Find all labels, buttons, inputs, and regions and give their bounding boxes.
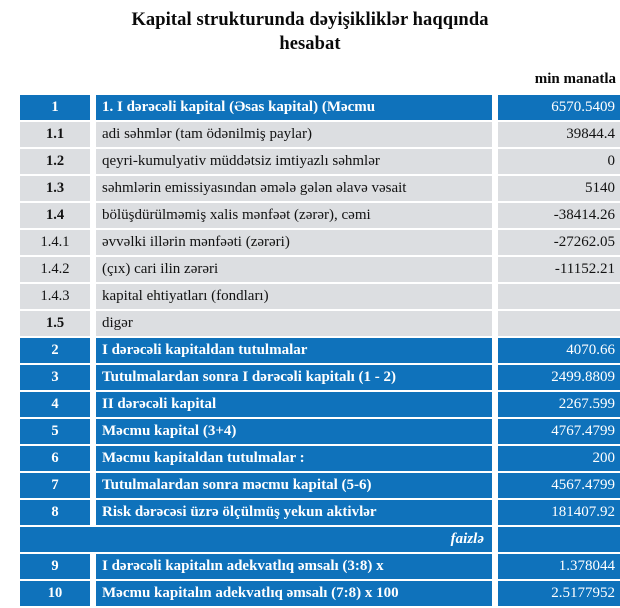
table-row: 1.2 qeyri-kumulyativ müddətsiz imtiyazlı …	[20, 149, 620, 174]
table-cell-value: 200	[498, 446, 620, 471]
table-row: 1 1. I dərəcəli kapital (Əsas kapital) (M…	[20, 95, 620, 120]
table-cell-value: 2.5177952	[498, 581, 620, 606]
table-cell-value: 5140	[498, 176, 620, 201]
table-cell-number: 3	[20, 365, 90, 390]
table-cell-value: -27262.05	[498, 230, 620, 255]
table-row: 1.1 adi səhmlər (tam ödənilmiş paylar) 398…	[20, 122, 620, 147]
table-cell-label: Məcmu kapitaldan tutulmalar :	[96, 446, 492, 471]
table-row: faizlə	[20, 527, 620, 552]
table-cell-label: qeyri-kumulyativ müddətsiz imtiyazlı səh…	[96, 149, 492, 174]
page-title-line-2: hesabat	[279, 34, 341, 54]
table-cell-value	[498, 284, 620, 309]
table-cell-label: səhmlərin emissiyasından əmələ gələn əla…	[96, 176, 492, 201]
table-cell-number: 10	[20, 581, 90, 606]
table-cell-number: 2	[20, 338, 90, 363]
table-cell-number: 1.1	[20, 122, 90, 147]
table-cell-label: Tutulmalardan sonra I dərəcəli kapitalı …	[96, 365, 492, 390]
table-cell-label: adi səhmlər (tam ödənilmiş paylar)	[96, 122, 492, 147]
table-cell-number: 1.4.1	[20, 230, 90, 255]
table-cell-label: 1. I dərəcəli kapital (Əsas kapital) (Mə…	[96, 95, 492, 120]
page-title-line-1: Kapital strukturunda dəyişikliklər haqqı…	[131, 10, 489, 30]
table-cell-number: 7	[20, 473, 90, 498]
table-cell-number: 1.3	[20, 176, 90, 201]
table-cell-number: 4	[20, 392, 90, 417]
table-row: 3 Tutulmalardan sonra I dərəcəli kapitalı…	[20, 365, 620, 390]
table-cell-label: Tutulmalardan sonra məcmu kapital (5-6)	[96, 473, 492, 498]
table-cell-value: 2267.599	[498, 392, 620, 417]
table-cell-number: 1.5	[20, 311, 90, 336]
table-cell-label: bölüşdürülməmiş xalis mənfəət (zərər), c…	[96, 203, 492, 228]
table-cell-value: -38414.26	[498, 203, 620, 228]
table-cell-value	[498, 527, 620, 552]
capital-structure-table: 1 1. I dərəcəli kapital (Əsas kapital) (M…	[20, 95, 620, 608]
table-cell-value: 4070.66	[498, 338, 620, 363]
table-row: 5 Məcmu kapital (3+4) 4767.4799	[20, 419, 620, 444]
table-cell-value: 2499.8809	[498, 365, 620, 390]
table-cell-value: 181407.92	[498, 500, 620, 525]
table-cell-label: əvvəlki illərin mənfəəti (zərəri)	[96, 230, 492, 255]
table-row: 1.4.3 kapital ehtiyatları (fondları)	[20, 284, 620, 309]
table-cell-value: 6570.5409	[498, 95, 620, 120]
table-cell-value: -11152.21	[498, 257, 620, 282]
table-row: 8 Risk dərəcəsi üzrə ölçülmüş yekun aktiv…	[20, 500, 620, 525]
table-cell-label: digər	[96, 311, 492, 336]
table-section-units-label: faizlə	[20, 527, 492, 552]
table-cell-label: Məcmu kapitalın adekvatlıq əmsalı (7:8) …	[96, 581, 492, 606]
table-row: 1.4.2 (çıx) cari ilin zərəri -11152.21	[20, 257, 620, 282]
table-cell-label: (çıx) cari ilin zərəri	[96, 257, 492, 282]
table-cell-number: 1.4	[20, 203, 90, 228]
table-row: 1.4 bölüşdürülməmiş xalis mənfəət (zərər)…	[20, 203, 620, 228]
table-cell-number: 1.2	[20, 149, 90, 174]
table-cell-value: 4767.4799	[498, 419, 620, 444]
table-cell-label: I dərəcəli kapitaldan tutulmalar	[96, 338, 492, 363]
table-row: 4 II dərəcəli kapital 2267.599	[20, 392, 620, 417]
table-cell-label: kapital ehtiyatları (fondları)	[96, 284, 492, 309]
table-cell-value: 4567.4799	[498, 473, 620, 498]
table-cell-label: I dərəcəli kapitalın adekvatlıq əmsalı (…	[96, 554, 492, 579]
table-cell-number: 1.4.3	[20, 284, 90, 309]
report-page: Kapital strukturunda dəyişikliklər haqqı…	[0, 8, 620, 606]
table-cell-number: 8	[20, 500, 90, 525]
table-cell-label: II dərəcəli kapital	[96, 392, 492, 417]
table-cell-number: 6	[20, 446, 90, 471]
table-row: 1.3 səhmlərin emissiyasından əmələ gələn …	[20, 176, 620, 201]
table-row: 1.5 digər	[20, 311, 620, 336]
table-cell-value: 39844.4	[498, 122, 620, 147]
table-cell-value	[498, 311, 620, 336]
table-row: 10 Məcmu kapitalın adekvatlıq əmsalı (7:8…	[20, 581, 620, 606]
table-cell-label: Risk dərəcəsi üzrə ölçülmüş yekun aktivl…	[96, 500, 492, 525]
table-row: 6 Məcmu kapitaldan tutulmalar :200	[20, 446, 620, 471]
table-cell-number: 1.4.2	[20, 257, 90, 282]
table-cell-value: 1.378044	[498, 554, 620, 579]
table-row: 1.4.1 əvvəlki illərin mənfəəti (zərəri) -2…	[20, 230, 620, 255]
table-cell-number: 5	[20, 419, 90, 444]
page-title: Kapital strukturunda dəyişikliklər haqqı…	[0, 8, 620, 56]
table-row: 7 Tutulmalardan sonra məcmu kapital (5-6)…	[20, 473, 620, 498]
table-cell-label: Məcmu kapital (3+4)	[96, 419, 492, 444]
table-cell-number: 9	[20, 554, 90, 579]
table-cell-value: 0	[498, 149, 620, 174]
table-cell-number: 1	[20, 95, 90, 120]
units-caption: min manatla	[534, 71, 616, 87]
